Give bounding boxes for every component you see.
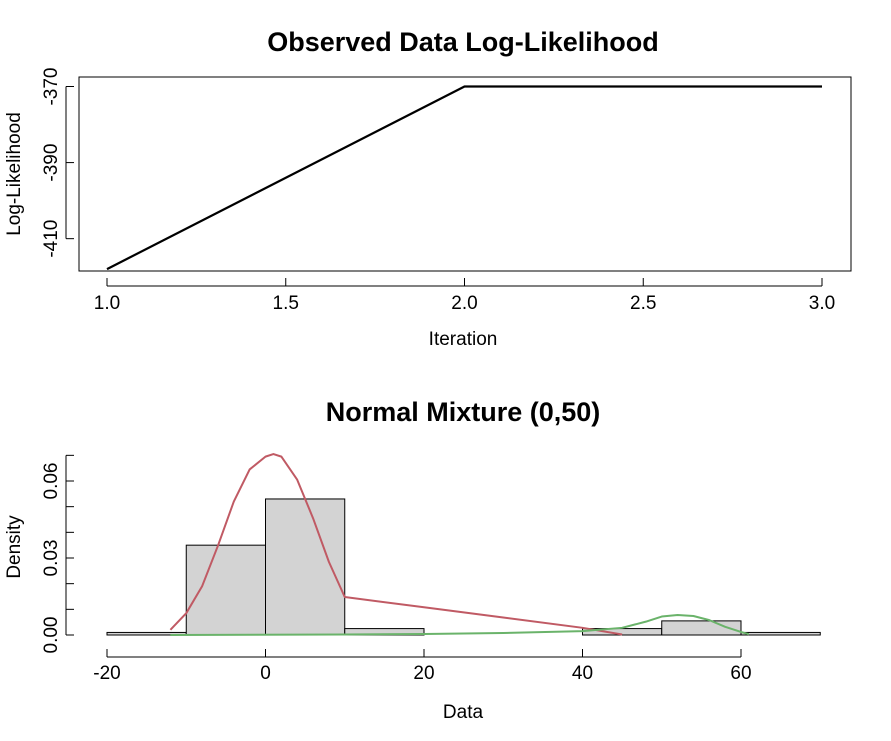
loglik-line	[106, 85, 822, 271]
histogram-bar	[265, 498, 346, 636]
mixture-y-tick-label: 0.00	[41, 617, 62, 654]
density-curves	[169, 453, 750, 636]
histogram-bars	[106, 498, 821, 636]
histogram-bar	[185, 544, 266, 636]
loglik-y-axis: -410 -390 -370	[41, 67, 74, 258]
loglik-xlabel: Iteration	[429, 329, 498, 350]
loglik-x-axis: 1.0 1.5 2.0 2.5 3.0	[94, 278, 835, 314]
mixture-y-tick-label: 0.03	[41, 540, 62, 577]
loglik-x-tick-label: 2.0	[451, 293, 477, 314]
density-curve-component-1	[169, 453, 623, 636]
mixture-y-tick-label: 0.06	[41, 463, 62, 500]
mixture-x-tick-label: 60	[730, 663, 751, 684]
loglik-x-tick-label: 3.0	[809, 293, 835, 314]
mixture-ylabel: Density	[4, 515, 25, 579]
mixture-x-tick-label: 20	[413, 663, 434, 684]
mixture-x-axis: -20 0 20 40 60	[93, 649, 752, 684]
loglik-x-tick-label: 1.5	[273, 293, 299, 314]
loglik-series	[106, 85, 823, 271]
mixture-title: Normal Mixture (0,50)	[326, 397, 601, 427]
mixture-x-tick-label: 40	[572, 663, 593, 684]
loglik-ylabel: Log-Likelihood	[4, 112, 25, 236]
loglik-y-tick-label: -410	[41, 220, 62, 258]
loglik-x-tick-label: 1.0	[94, 293, 120, 314]
histogram-bar	[740, 631, 821, 636]
loglik-y-tick-label: -390	[41, 144, 62, 182]
mixture-x-tick-label: -20	[93, 663, 120, 684]
loglik-title: Observed Data Log-Likelihood	[267, 27, 659, 57]
mixture-x-tick-label: 0	[260, 663, 271, 684]
loglik-x-tick-label: 2.5	[630, 293, 656, 314]
loglik-panel: Observed Data Log-Likelihood 1.0 1.5 2.0 2.…	[4, 27, 852, 350]
mixture-panel: Normal Mixture (0,50) -20 0 20 40 60 0.000.0…	[4, 397, 821, 723]
mixture-xlabel: Data	[443, 702, 484, 723]
mixture-y-axis: 0.00 0.03 0.06	[41, 454, 74, 654]
loglik-plot-box	[78, 76, 852, 272]
loglik-y-tick-label: -370	[41, 67, 62, 105]
density-curve-component-2	[170, 613, 750, 636]
